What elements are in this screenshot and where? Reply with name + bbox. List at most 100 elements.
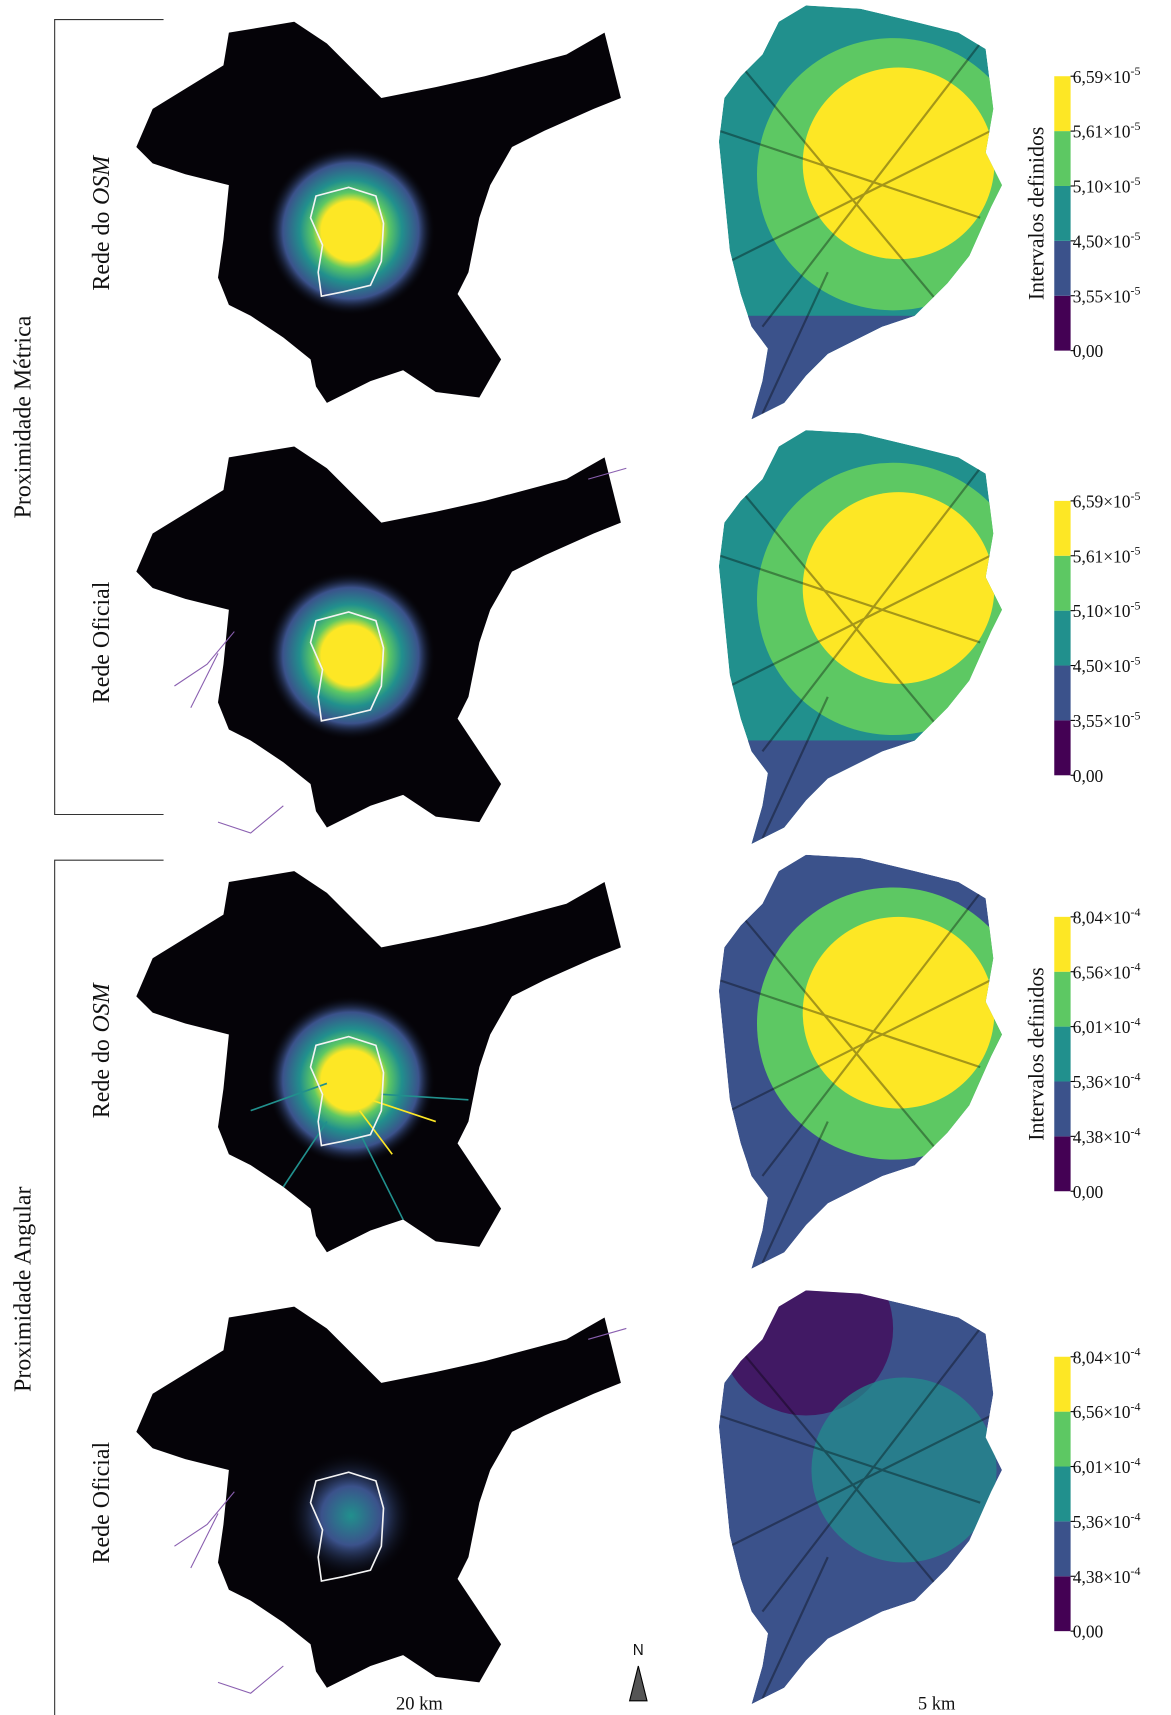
legend-label: 0,00 (1073, 341, 1104, 361)
legend-label-exp: -4 (1130, 1069, 1140, 1083)
region-map (136, 1307, 626, 1694)
row-label-text: Rede Oficial (89, 581, 115, 703)
legend-band (1054, 1576, 1070, 1631)
legend-band (1054, 1521, 1070, 1576)
legend-label: 0,00 (1073, 1182, 1104, 1202)
legend: 0,003,55×10-54,50×10-55,10×10-55,61×10-5… (1024, 64, 1140, 361)
legend-label: 5,36×10-4 (1073, 1509, 1141, 1532)
legend-label-base: 8,04×10 (1073, 1347, 1131, 1367)
city-fill (708, 430, 1035, 860)
legend-band (1054, 296, 1070, 351)
legend-label: 6,59×10-5 (1073, 64, 1141, 87)
legend-label-exp: -5 (1130, 544, 1140, 558)
legend-band (1054, 611, 1070, 666)
legend-label-base: 3,55×10 (1073, 711, 1131, 731)
legend-label-exp: -5 (1130, 229, 1140, 243)
legend-band (1054, 1467, 1070, 1522)
legend-label-base: 4,38×10 (1073, 1567, 1131, 1587)
legend-label-exp: -4 (1130, 1015, 1140, 1029)
legend-label-exp: -5 (1130, 64, 1140, 78)
legend-label: 6,01×10-4 (1073, 1454, 1141, 1477)
legend-title: Intervalos definidos (1024, 127, 1048, 300)
legend-label: 3,55×10-5 (1073, 708, 1141, 731)
legend-label-exp: -4 (1130, 1345, 1140, 1359)
scale-label: 20 km (396, 1695, 443, 1715)
city-fill (708, 5, 1035, 435)
row-label-italic: OSM (89, 981, 115, 1032)
row-label: Rede do OSM (89, 154, 115, 291)
legend-band (1054, 1357, 1070, 1412)
region-map (136, 871, 621, 1252)
legend-label: 5,36×10-4 (1073, 1069, 1141, 1092)
legend-label: 5,61×10-5 (1073, 119, 1141, 142)
legend-label-base: 6,59×10 (1073, 491, 1131, 511)
legend-label: 6,56×10-4 (1073, 960, 1141, 983)
legend-label: 0,00 (1073, 1622, 1104, 1642)
legend-band (1054, 1412, 1070, 1467)
legend-label-base: 5,10×10 (1073, 177, 1131, 197)
row-label-text: Rede do (89, 212, 115, 291)
legend-label: 6,59×10-5 (1073, 489, 1141, 512)
legend-band (1054, 917, 1070, 972)
region-map (136, 446, 626, 833)
scale-label: 5 km (918, 1695, 956, 1715)
legend-label-exp: -5 (1130, 119, 1140, 133)
legend-label-exp: -4 (1130, 1454, 1140, 1468)
legend-label-exp: -4 (1130, 1509, 1140, 1523)
south-zone (708, 316, 1035, 436)
legend-label: 4,38×10-4 (1073, 1124, 1141, 1147)
row-label: Rede do OSM (89, 981, 115, 1118)
legend-band (1054, 720, 1070, 775)
figure: 20 km 5 km N Proximidade Métrica Rede do O… (0, 0, 1171, 1715)
legend-label-exp: -5 (1130, 653, 1140, 667)
legend-label: 0,00 (1073, 766, 1104, 786)
legend-label-base: 6,01×10 (1073, 1017, 1131, 1037)
row-label: Rede Oficial (89, 1442, 115, 1564)
legend-label-exp: -5 (1130, 174, 1140, 188)
row-label-text: Rede do (89, 1039, 115, 1118)
legend-label-base: 0,00 (1073, 766, 1104, 786)
legend-label-exp: -4 (1130, 960, 1140, 974)
legend-label-base: 0,00 (1073, 341, 1104, 361)
legend-label-base: 6,01×10 (1073, 1457, 1131, 1477)
core-zone (803, 68, 995, 260)
legend-label-exp: -5 (1130, 489, 1140, 503)
legend-label-exp: -4 (1130, 1124, 1140, 1138)
legend-label-exp: -5 (1130, 284, 1140, 298)
legend-label-base: 5,36×10 (1073, 1512, 1131, 1532)
row-label-italic: OSM (89, 154, 115, 205)
group-label: Proximidade Métrica (11, 315, 37, 518)
row-label-text: Rede Oficial (89, 1442, 115, 1564)
legend-label-base: 0,00 (1073, 1182, 1104, 1202)
legend-label-base: 5,36×10 (1073, 1072, 1131, 1092)
legend-label-base: 5,61×10 (1073, 122, 1131, 142)
legend-label-base: 5,10×10 (1073, 601, 1131, 621)
north-arrow (630, 1666, 647, 1701)
legend: 0,004,38×10-45,36×10-46,01×10-46,56×10-4… (1054, 1345, 1140, 1642)
legend-label-base: 4,50×10 (1073, 656, 1131, 676)
legend-label-exp: -5 (1130, 599, 1140, 613)
legend-label-base: 6,56×10 (1073, 1402, 1131, 1422)
group-label: Proximidade Angular (11, 1187, 37, 1392)
north-label: N (633, 1642, 644, 1659)
legend-band (1054, 972, 1070, 1027)
legend-label: 4,50×10-5 (1073, 653, 1141, 676)
city-map (708, 430, 1035, 860)
city-map (708, 855, 1035, 1285)
legend-label-exp: -4 (1130, 905, 1140, 919)
legend-label: 8,04×10-4 (1073, 1345, 1141, 1368)
legend: 0,003,55×10-54,50×10-55,10×10-55,61×10-5… (1054, 489, 1140, 786)
legend-label: 6,56×10-4 (1073, 1400, 1141, 1423)
legend-band (1054, 76, 1070, 131)
legend-band (1054, 1027, 1070, 1082)
south-zone (708, 1165, 1035, 1285)
centrality-halo (286, 1450, 417, 1581)
legend-label-base: 3,55×10 (1073, 286, 1131, 306)
legend-label-base: 6,56×10 (1073, 962, 1131, 982)
city-map (708, 5, 1035, 435)
core-zone (803, 492, 995, 684)
legend-label-exp: -4 (1130, 1400, 1140, 1414)
legend-label-base: 0,00 (1073, 1622, 1104, 1642)
legend-band (1054, 1081, 1070, 1136)
row-label: Rede Oficial (89, 581, 115, 703)
